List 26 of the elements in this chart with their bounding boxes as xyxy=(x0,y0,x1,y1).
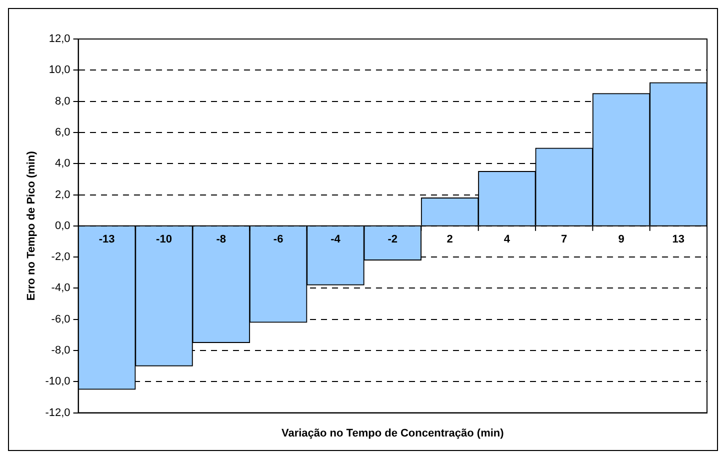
y-tick-label: 6,0 xyxy=(54,126,70,138)
x-tick-label: 13 xyxy=(672,233,685,246)
y-tick-label: -2,0 xyxy=(51,251,70,264)
x-tick-label: -10 xyxy=(156,233,172,246)
x-axis-title: Variação no Tempo de Concentração (min) xyxy=(281,427,504,440)
x-tick-label: 4 xyxy=(504,233,511,246)
y-tick-label: 8,0 xyxy=(54,95,70,108)
y-tick-label: 10,0 xyxy=(48,64,70,76)
y-tick-label: 0,0 xyxy=(54,220,70,232)
x-tick-label: -8 xyxy=(216,233,226,246)
x-tick-label: -2 xyxy=(388,233,398,246)
y-tick-label: -6,0 xyxy=(51,313,70,326)
x-tick-label: 2 xyxy=(446,233,453,246)
y-tick-label: -8,0 xyxy=(51,344,70,357)
y-tick-label: -12,0 xyxy=(45,406,70,419)
x-tick-label: -6 xyxy=(273,233,284,246)
y-tick-label: -10,0 xyxy=(45,376,70,388)
x-tick-label: -4 xyxy=(330,233,342,246)
y-tick-label: 4,0 xyxy=(54,158,70,170)
x-tick-label: 7 xyxy=(561,233,568,246)
x-tick-label: -13 xyxy=(98,233,115,246)
x-tick-label: 9 xyxy=(618,233,624,246)
y-tick-label: -4,0 xyxy=(51,282,70,294)
y-tick-label: 12,0 xyxy=(48,33,70,46)
y-axis-title: Erro no Tempo de Pico (min) xyxy=(26,150,38,301)
y-tick-label: 2,0 xyxy=(54,188,70,201)
